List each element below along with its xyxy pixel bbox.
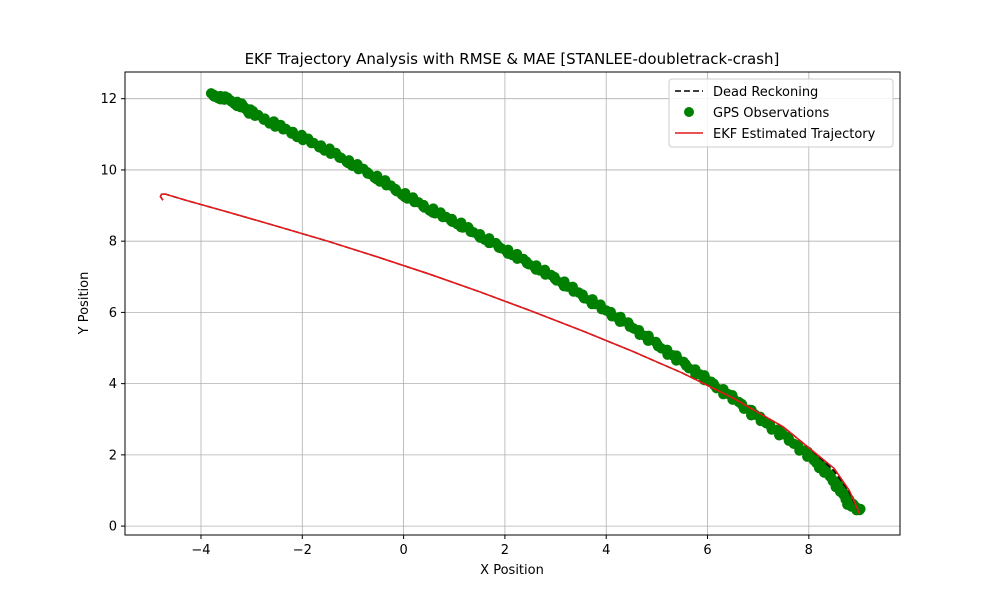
y-axis-label: Y Position — [77, 272, 92, 336]
ticks: −4 −2 0 2 4 6 8 0 2 4 6 8 10 12 — [100, 92, 813, 558]
series-layer — [159, 88, 866, 516]
x-tick-label: 6 — [703, 543, 711, 558]
y-tick-label: 2 — [109, 448, 117, 463]
y-tick-label: 10 — [100, 163, 117, 178]
y-tick-label: 0 — [109, 520, 117, 535]
legend-label-dead-reckoning: Dead Reckoning — [713, 85, 818, 100]
chart-title: EKF Trajectory Analysis with RMSE & MAE … — [245, 50, 780, 68]
x-tick-label: 0 — [399, 543, 407, 558]
x-tick-label: 4 — [602, 543, 610, 558]
plot-area-frame — [124, 71, 901, 536]
x-tick-label: 2 — [501, 543, 509, 558]
grid — [125, 72, 900, 535]
y-tick-label: 6 — [109, 306, 117, 321]
y-tick-label: 12 — [100, 92, 117, 107]
legend-label-gps-observations: GPS Observations — [713, 106, 829, 121]
legend: Dead Reckoning GPS Observations EKF Estima… — [668, 78, 894, 148]
legend-label-ekf-estimated-trajectory: EKF Estimated Trajectory — [713, 127, 876, 142]
y-tick-label: 4 — [109, 377, 117, 392]
x-tick-label: −2 — [293, 543, 312, 558]
x-tick-label: −4 — [191, 543, 210, 558]
x-tick-label: 8 — [805, 543, 813, 558]
legend-box — [668, 78, 894, 148]
legend-marker-gps-observations — [684, 107, 694, 117]
ekf-estimated-trajectory-line — [159, 193, 861, 514]
x-axis-label: X Position — [480, 563, 544, 578]
gps-observations-points — [205, 88, 866, 516]
y-tick-label: 8 — [109, 235, 117, 250]
